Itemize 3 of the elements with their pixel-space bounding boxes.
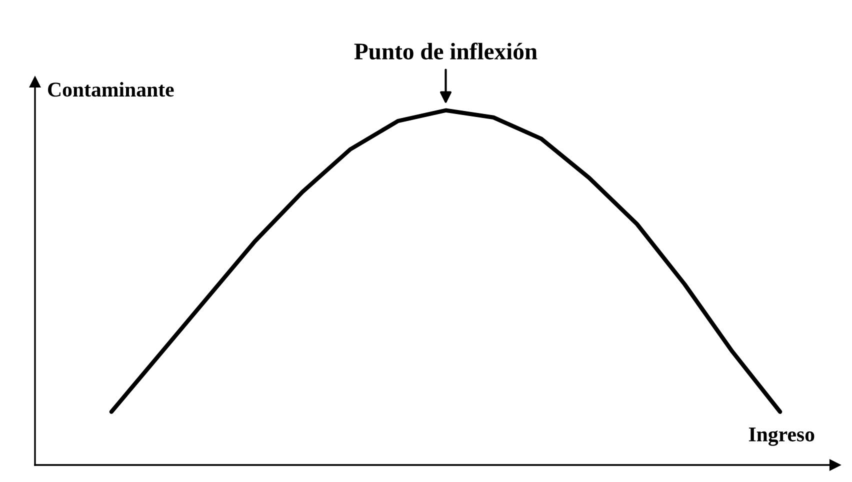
x-axis-title: Ingreso [748, 428, 814, 446]
text: Punto de inflexión [354, 42, 538, 60]
y-axis-title: Contaminante [48, 82, 174, 97]
